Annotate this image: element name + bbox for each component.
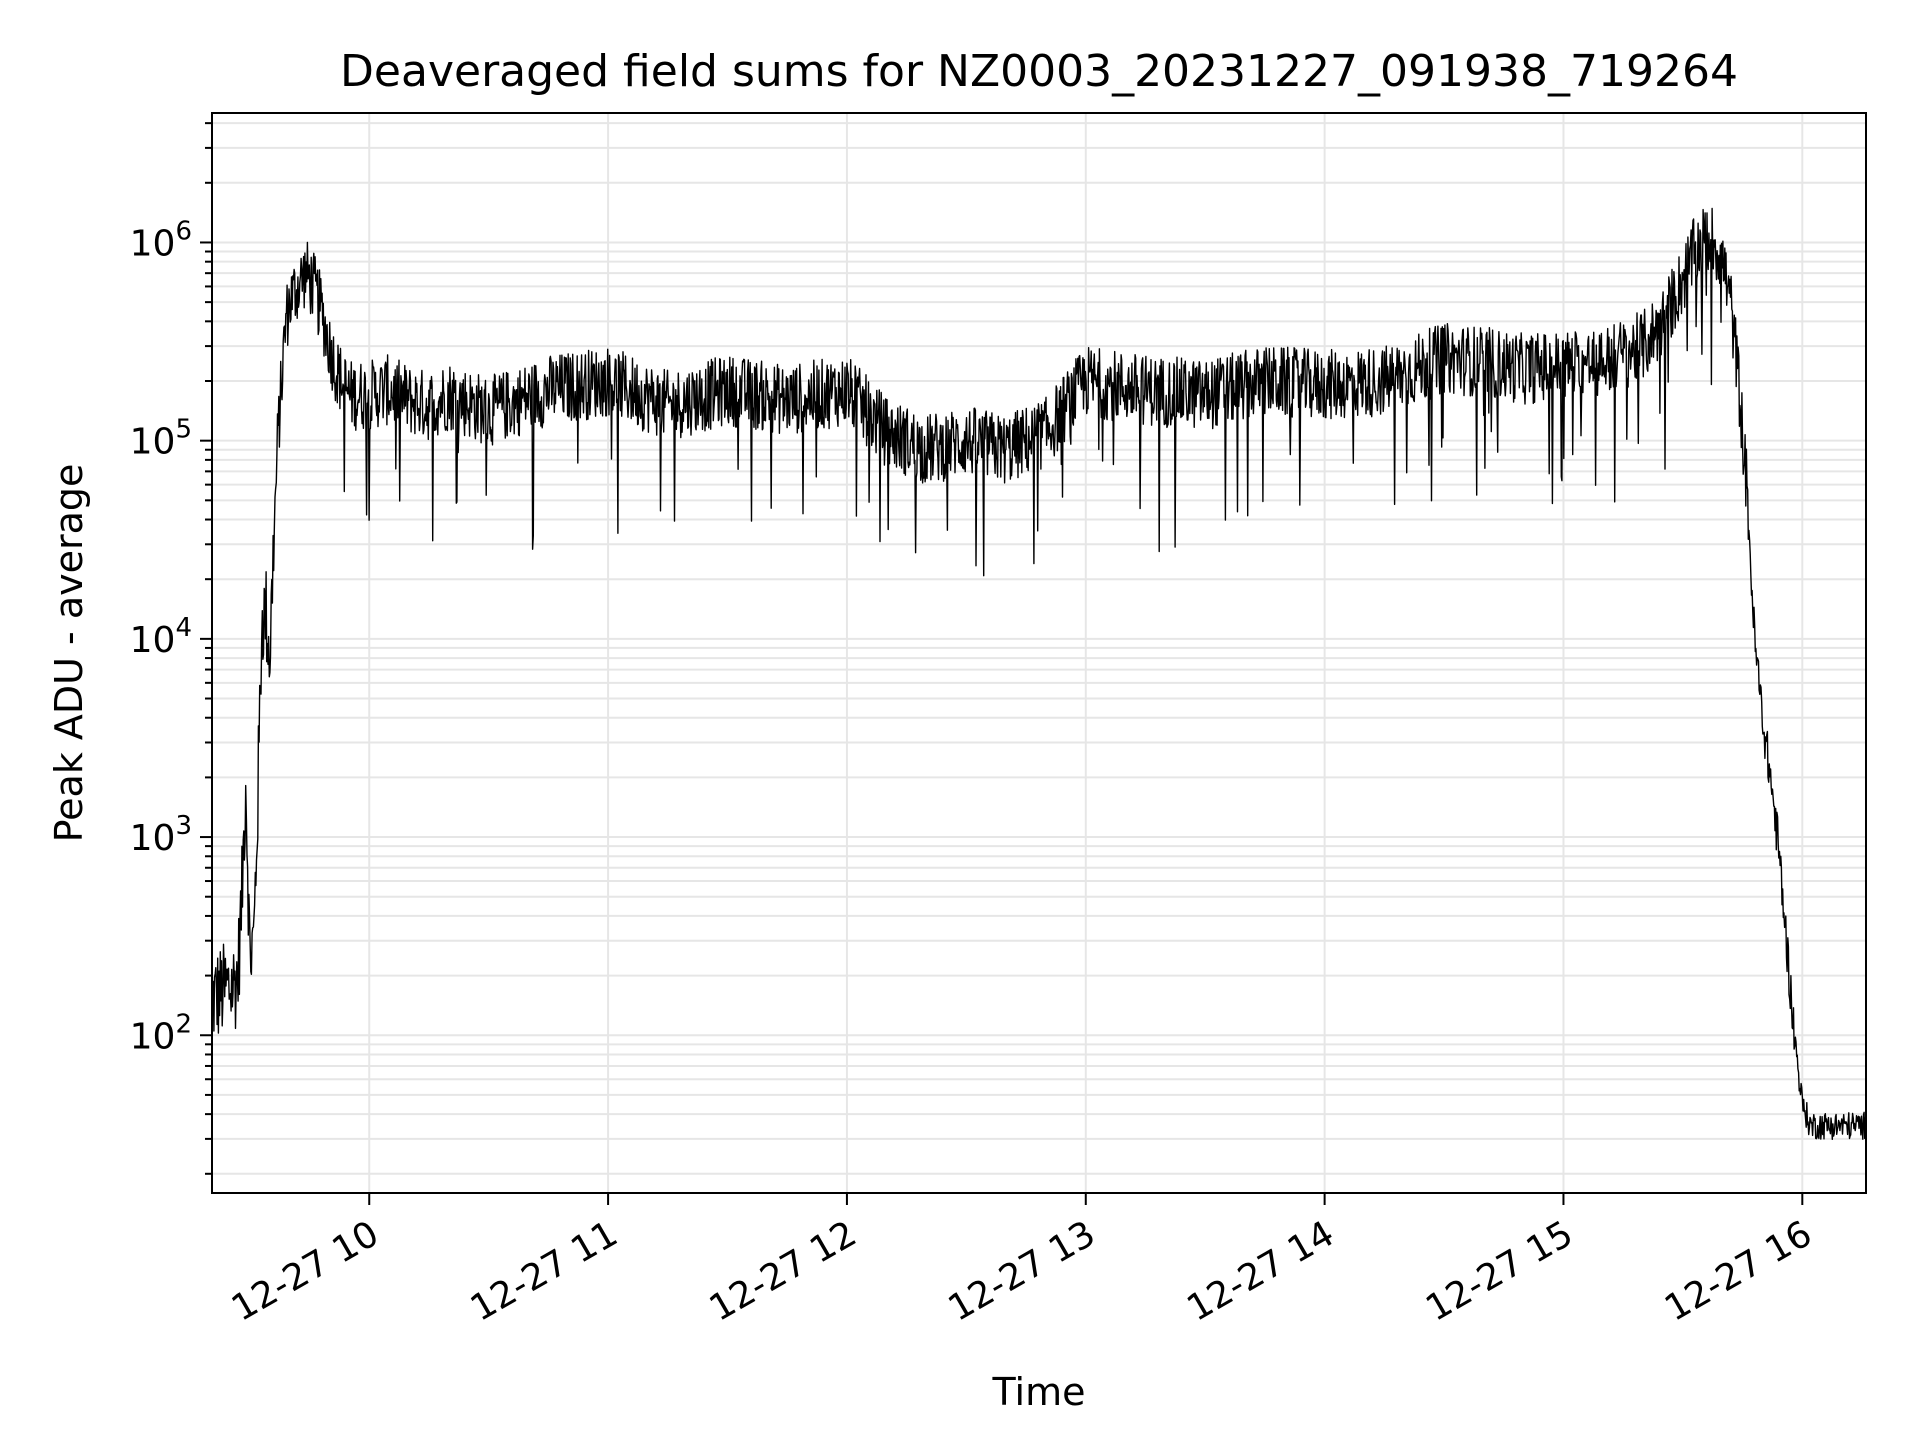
y-tick-label: 106 (130, 216, 192, 264)
y-tick-exponent: 2 (175, 1009, 192, 1039)
y-tick-base: 10 (130, 223, 176, 264)
y-tick-base: 10 (130, 818, 176, 859)
chart-title: Deaveraged field sums for NZ0003_2023122… (340, 46, 1738, 97)
y-axis-label: Peak ADU - average (47, 464, 91, 843)
y-tick-exponent: 3 (175, 811, 192, 841)
y-tick-exponent: 4 (175, 613, 192, 643)
y-tick-label: 104 (130, 613, 192, 661)
data-line (211, 207, 1867, 1140)
x-axis-label: Time (992, 1370, 1086, 1414)
y-tick-base: 10 (130, 1016, 176, 1057)
y-tick-exponent: 5 (175, 415, 192, 445)
y-tick-label: 105 (130, 415, 192, 463)
y-tick-label: 102 (130, 1009, 192, 1057)
y-tick-base: 10 (130, 620, 176, 661)
data-line-group (211, 207, 1867, 1140)
y-tick-base: 10 (130, 422, 176, 463)
y-tick-label: 103 (130, 811, 192, 859)
plot-frame (211, 112, 1867, 1194)
y-tick-exponent: 6 (175, 216, 192, 246)
grid (212, 113, 1866, 1193)
